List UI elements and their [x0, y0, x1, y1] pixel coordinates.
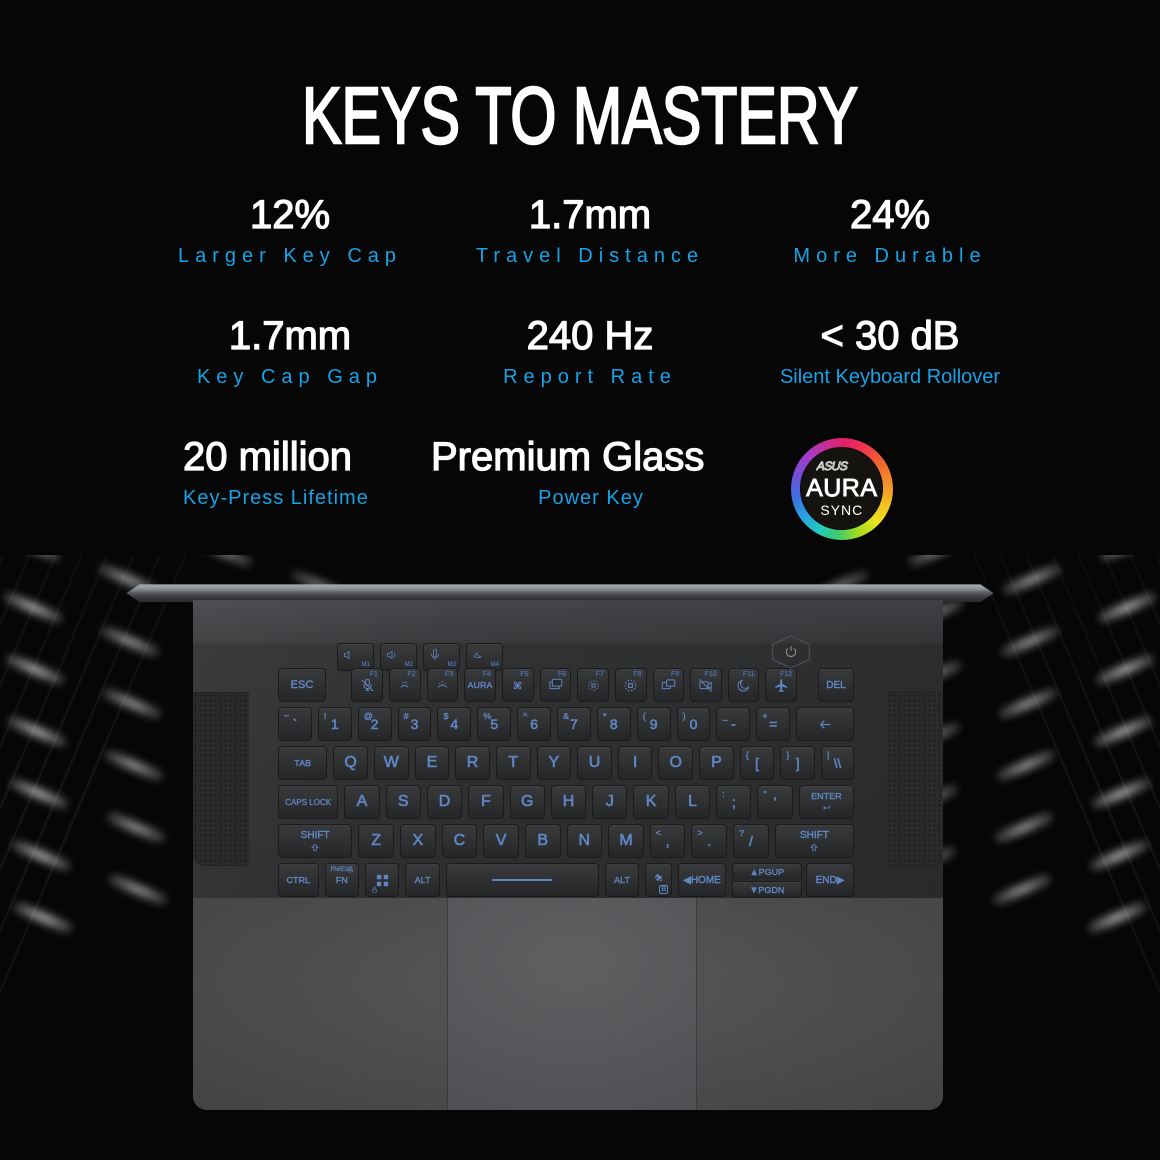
svg-text:ASUS: ASUS: [816, 459, 849, 473]
